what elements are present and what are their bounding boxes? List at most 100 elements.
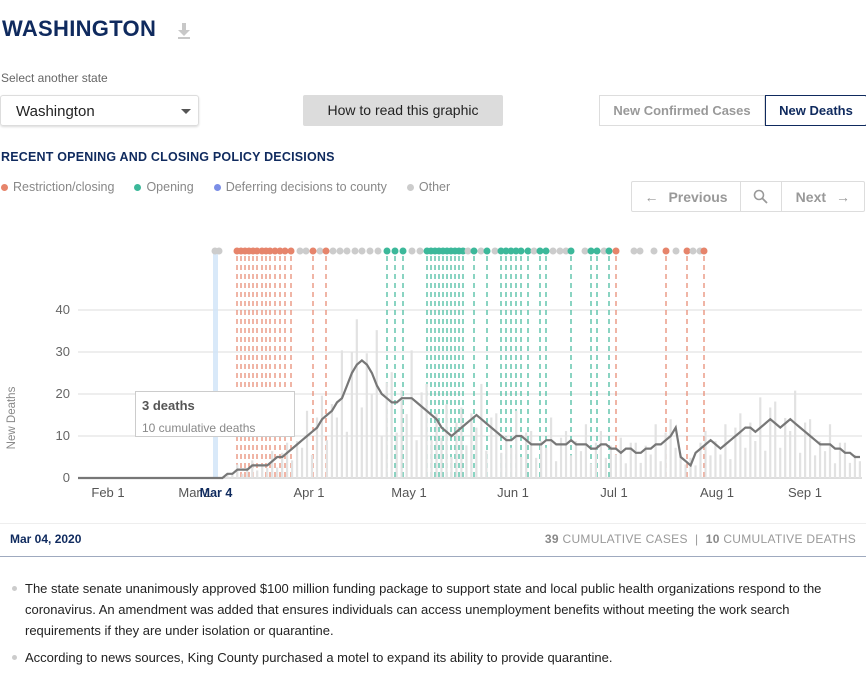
policy-marker-dot bbox=[491, 247, 499, 255]
daily-bar bbox=[629, 442, 632, 478]
daily-bar bbox=[365, 353, 368, 478]
daily-bar bbox=[569, 455, 573, 478]
policy-marker-dot bbox=[351, 247, 359, 255]
deaths-chart[interactable]: 0 10 20 30 40 Feb 1 Mar 1 Apr 1 May 1 Jun 1 Jul 1… bbox=[0, 240, 866, 515]
daily-bar bbox=[226, 473, 229, 478]
daily-bar bbox=[624, 463, 627, 478]
daily-bar bbox=[405, 414, 408, 478]
policy-marker-dot bbox=[343, 247, 351, 255]
policy-marker-dot bbox=[562, 247, 570, 255]
daily-bar bbox=[858, 461, 861, 478]
previous-button[interactable]: ← Previous bbox=[632, 182, 742, 211]
daily-bar bbox=[500, 452, 503, 478]
policy-marker-dot bbox=[512, 247, 520, 255]
legend-item-restriction: Restriction/closing bbox=[1, 180, 114, 194]
policy-marker-dot bbox=[507, 247, 515, 255]
policy-marker-dot bbox=[316, 247, 324, 255]
daily-bar bbox=[385, 382, 388, 478]
policy-marker-dot bbox=[502, 247, 510, 255]
daily-bar bbox=[440, 437, 443, 478]
daily-bar bbox=[266, 467, 269, 478]
cumulative-cases-label: CUMULATIVE CASES bbox=[562, 532, 688, 546]
policy-marker-dot bbox=[408, 247, 416, 255]
daily-bar bbox=[759, 397, 762, 478]
list-item: According to news sources, King County p… bbox=[10, 647, 860, 668]
daily-bar bbox=[285, 442, 289, 478]
previous-label: Previous bbox=[668, 188, 728, 205]
daily-bar bbox=[310, 454, 314, 478]
daily-bar bbox=[838, 442, 842, 478]
daily-bar bbox=[525, 432, 528, 478]
daily-bar bbox=[231, 474, 234, 478]
state-select-value: Washington bbox=[16, 103, 95, 120]
daily-bar bbox=[276, 467, 279, 478]
daily-bar bbox=[325, 440, 329, 478]
daily-bar bbox=[804, 422, 807, 478]
daily-bar bbox=[450, 457, 453, 478]
daily-bar bbox=[774, 401, 777, 478]
download-icon[interactable] bbox=[177, 22, 191, 40]
daily-bar bbox=[520, 457, 523, 478]
policy-marker-dot bbox=[689, 247, 697, 255]
daily-bar bbox=[465, 445, 468, 478]
daily-bar bbox=[430, 440, 433, 478]
daily-bar bbox=[330, 404, 334, 478]
policy-marker-dot bbox=[549, 247, 557, 255]
daily-bar bbox=[579, 451, 583, 478]
how-to-read-button[interactable]: How to read this graphic bbox=[303, 95, 503, 126]
policy-marker-dot bbox=[358, 247, 366, 255]
daily-bar bbox=[261, 464, 264, 478]
daily-bar bbox=[460, 407, 463, 478]
policy-marker-dot bbox=[530, 247, 538, 255]
y-axis-label: New Deaths bbox=[6, 386, 18, 449]
selected-date-tick-label: Mar 4 bbox=[200, 486, 233, 500]
x-tick-label: Jul 1 bbox=[600, 485, 627, 500]
daily-bar bbox=[729, 459, 732, 478]
daily-bar bbox=[515, 410, 518, 478]
daily-bar bbox=[505, 436, 508, 478]
daily-bar bbox=[739, 413, 742, 478]
daily-bar bbox=[823, 451, 827, 478]
divider bbox=[0, 556, 866, 557]
policy-marker-dot bbox=[477, 247, 485, 255]
daily-bar bbox=[634, 442, 637, 478]
policy-marker-dot bbox=[302, 247, 310, 255]
policy-marker-dot bbox=[366, 247, 374, 255]
daily-bar bbox=[694, 465, 697, 478]
daily-bar bbox=[654, 424, 657, 478]
policy-marker-dot bbox=[391, 247, 399, 255]
policy-marker-dot bbox=[524, 247, 532, 255]
policy-marker-dot bbox=[276, 247, 284, 255]
search-button[interactable] bbox=[741, 182, 782, 211]
tab-new-confirmed-cases[interactable]: New Confirmed Cases bbox=[599, 95, 765, 126]
arrow-left-icon: ← bbox=[644, 188, 659, 205]
daily-bar bbox=[445, 404, 448, 478]
daily-bar bbox=[689, 457, 692, 478]
list-item: The state senate unanimously approved $1… bbox=[10, 578, 860, 641]
daily-bar bbox=[574, 441, 578, 478]
policy-marker-dot bbox=[416, 247, 424, 255]
daily-bar bbox=[684, 464, 687, 478]
cumulative-deaths-number: 10 bbox=[705, 532, 720, 546]
tab-new-deaths[interactable]: New Deaths bbox=[765, 95, 866, 126]
daily-bar bbox=[271, 451, 274, 478]
daily-bar bbox=[549, 417, 553, 478]
daily-bar bbox=[784, 417, 787, 478]
policy-marker-dot bbox=[309, 247, 317, 255]
policy-marker-dot bbox=[630, 247, 638, 255]
state-select[interactable]: Washington bbox=[0, 95, 199, 126]
daily-bar bbox=[604, 457, 607, 478]
policy-marker-dot bbox=[215, 247, 223, 255]
daily-bar bbox=[589, 463, 593, 478]
policy-marker-dot bbox=[536, 247, 544, 255]
daily-bar bbox=[754, 441, 757, 478]
daily-bar bbox=[480, 383, 483, 478]
policy-marker-dot bbox=[296, 247, 304, 255]
policy-marker-dot bbox=[517, 247, 525, 255]
daily-bar bbox=[794, 390, 797, 478]
daily-bar bbox=[769, 407, 772, 478]
daily-bar bbox=[709, 455, 712, 478]
policy-marker-dot bbox=[700, 247, 708, 255]
daily-bar bbox=[614, 454, 617, 478]
next-button[interactable]: Next → bbox=[782, 182, 864, 211]
